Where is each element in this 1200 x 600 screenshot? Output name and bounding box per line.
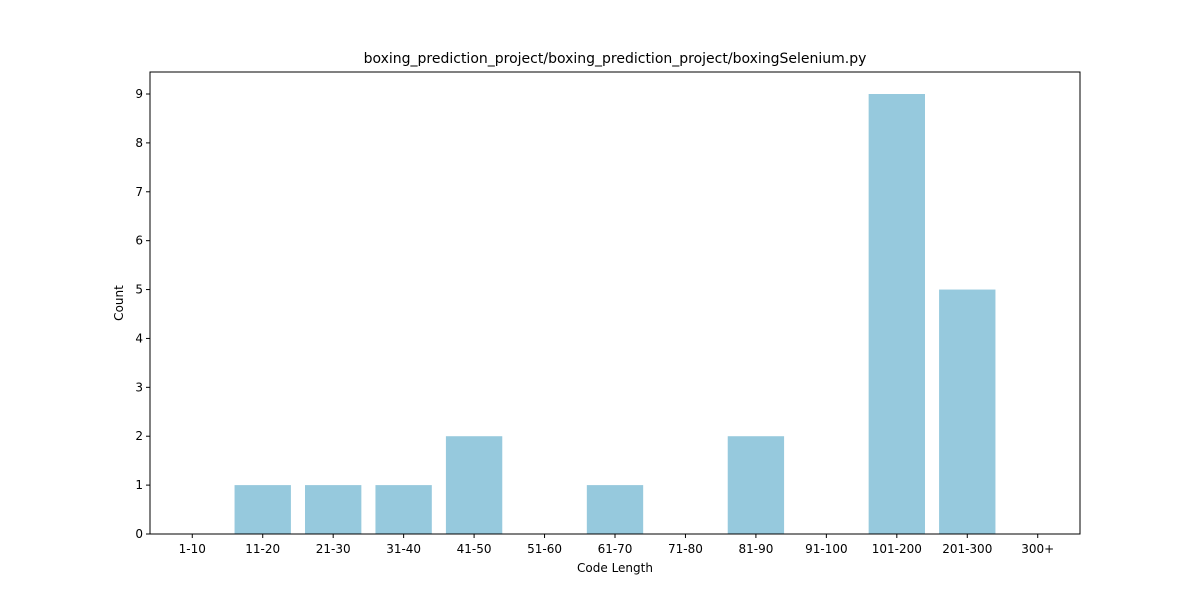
chart-title: boxing_prediction_project/boxing_predict… xyxy=(364,51,867,67)
y-axis-title: Count xyxy=(112,285,126,321)
x-tick-label: 11-20 xyxy=(245,542,280,556)
x-tick-label: 201-300 xyxy=(942,542,992,556)
x-tick-label: 41-50 xyxy=(457,542,492,556)
bar-41-50 xyxy=(445,436,503,534)
y-tick-label: 6 xyxy=(135,234,143,248)
x-tick-label: 101-200 xyxy=(872,542,922,556)
x-tick-label: 51-60 xyxy=(527,542,562,556)
x-tick-label: 21-30 xyxy=(316,542,351,556)
y-tick-label: 5 xyxy=(135,283,143,297)
x-axis-title: Code Length xyxy=(577,561,653,575)
y-axis: 0 1 2 3 4 5 6 7 8 9 xyxy=(135,87,150,541)
y-tick-label: 1 xyxy=(135,478,143,492)
x-tick-label: 1-10 xyxy=(179,542,206,556)
bars-layer xyxy=(234,94,996,534)
y-tick-label: 3 xyxy=(135,380,143,394)
y-tick-label: 0 xyxy=(135,527,143,541)
bar-101-200 xyxy=(868,94,925,534)
bar-201-300 xyxy=(939,289,996,534)
bar-81-90 xyxy=(727,436,785,534)
bar-31-40 xyxy=(375,485,432,534)
y-tick-label: 9 xyxy=(135,87,143,101)
x-tick-label: 81-90 xyxy=(738,542,773,556)
x-tick-label: 61-70 xyxy=(598,542,633,556)
x-tick-label: 31-40 xyxy=(386,542,421,556)
y-tick-label: 7 xyxy=(135,185,143,199)
y-tick-label: 2 xyxy=(135,429,143,443)
bar-21-30 xyxy=(305,485,362,534)
bar-11-20 xyxy=(234,485,291,534)
bar-61-70 xyxy=(586,485,644,534)
x-tick-label: 300+ xyxy=(1021,542,1054,556)
x-tick-label: 71-80 xyxy=(668,542,703,556)
x-tick-label: 91-100 xyxy=(805,542,848,556)
y-tick-label: 4 xyxy=(135,331,143,345)
y-tick-label: 8 xyxy=(135,136,143,150)
x-axis: 1-10 11-20 21-30 31-40 41-50 51-60 61-70 71-80 8… xyxy=(179,534,1054,556)
